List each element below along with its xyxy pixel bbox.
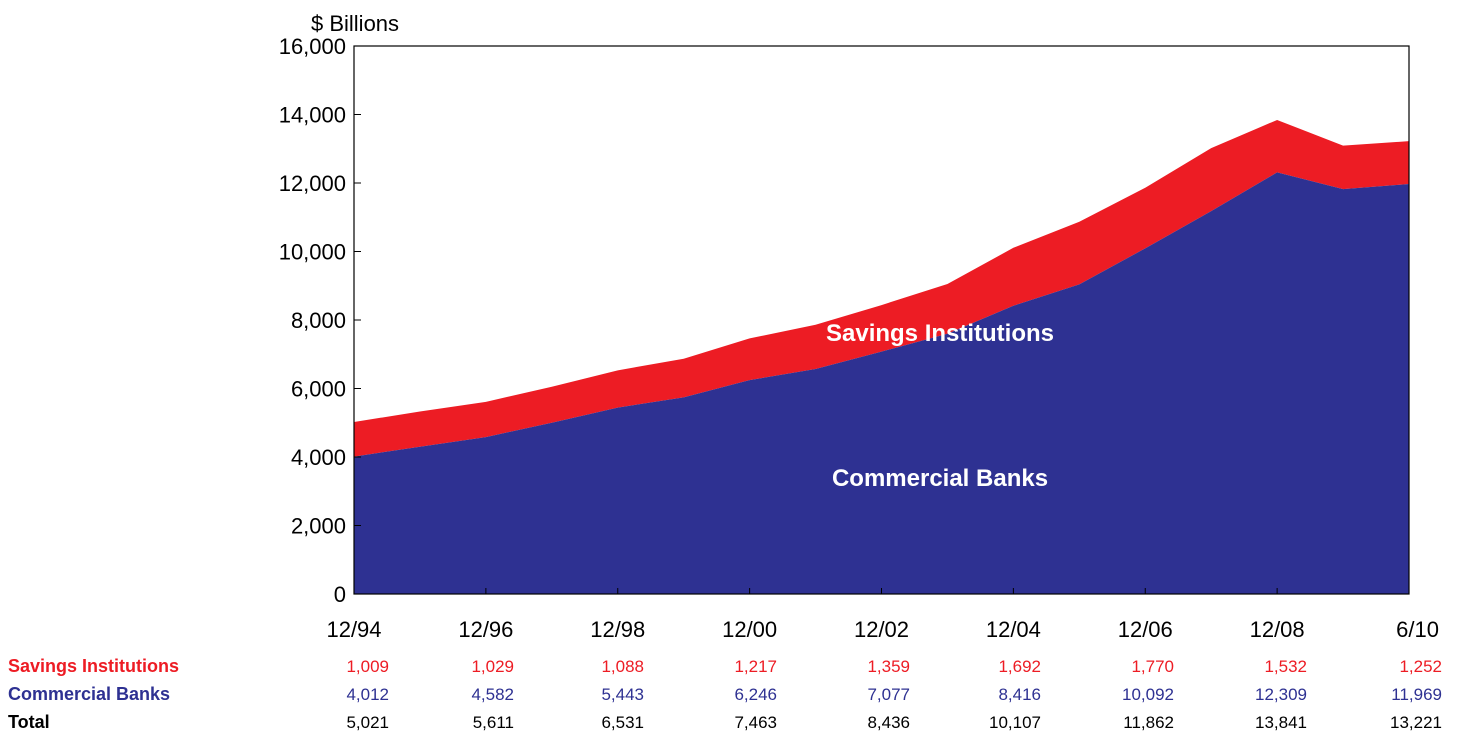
y-tick-label: 12,000 <box>279 171 346 196</box>
table-cell: 11,969 <box>1391 685 1442 704</box>
table-row-label: Commercial Banks <box>8 684 170 704</box>
table-cell: 1,029 <box>471 657 514 676</box>
y-tick-label: 6,000 <box>291 377 346 402</box>
table-cell: 1,217 <box>734 657 777 676</box>
y-tick-label: 14,000 <box>279 103 346 128</box>
table-cell: 8,416 <box>998 685 1041 704</box>
table-cell: 5,611 <box>473 713 514 732</box>
table-cell: 4,582 <box>471 685 514 704</box>
savings-institutions-area <box>354 119 1409 457</box>
table-cell: 13,841 <box>1255 713 1307 732</box>
table-cell: 5,443 <box>601 685 644 704</box>
x-tick-label: 12/06 <box>1118 617 1173 642</box>
x-tick-label: 12/98 <box>590 617 645 642</box>
x-tick-label: 12/94 <box>326 617 381 642</box>
x-tick-label: 12/02 <box>854 617 909 642</box>
table-row-label: Total <box>8 712 50 732</box>
y-tick-label: 4,000 <box>291 445 346 470</box>
y-tick-label: 10,000 <box>279 240 346 265</box>
table-cell: 1,252 <box>1399 657 1442 676</box>
table-cell: 1,532 <box>1264 657 1307 676</box>
table-cell: 13,221 <box>1390 713 1442 732</box>
y-tick-label: 16,000 <box>279 34 346 59</box>
table-cell: 1,770 <box>1131 657 1174 676</box>
table-row-label: Savings Institutions <box>8 656 179 676</box>
table-cell: 4,012 <box>346 685 389 704</box>
table-cell: 10,107 <box>989 713 1041 732</box>
y-tick-label: 2,000 <box>291 514 346 539</box>
table-cell: 1,692 <box>998 657 1041 676</box>
commercial-banks-area <box>354 172 1409 594</box>
x-tick-label: 6/10 <box>1396 617 1439 642</box>
x-tick-label: 12/04 <box>986 617 1041 642</box>
table-cell: 10,092 <box>1122 685 1174 704</box>
table-cell: 11,862 <box>1123 713 1174 732</box>
table-cell: 6,531 <box>601 713 644 732</box>
table-cell: 6,246 <box>734 685 777 704</box>
x-tick-label: 12/96 <box>458 617 513 642</box>
table-cell: 12,309 <box>1255 685 1307 704</box>
x-tick-label: 12/08 <box>1250 617 1305 642</box>
y-tick-label: 8,000 <box>291 308 346 333</box>
x-tick-label: 12/00 <box>722 617 777 642</box>
savings-area-label: Savings Institutions <box>826 320 1054 347</box>
y-axis-unit-label: $ Billions <box>311 11 399 36</box>
table-cell: 7,463 <box>734 713 777 732</box>
table-cell: 7,077 <box>867 685 910 704</box>
table-cell: 5,021 <box>346 713 389 732</box>
y-tick-label: 0 <box>334 582 346 607</box>
table-cell: 1,009 <box>346 657 389 676</box>
table-cell: 8,436 <box>867 713 910 732</box>
commercial-area-label: Commercial Banks <box>832 465 1048 492</box>
table-cell: 1,359 <box>867 657 910 676</box>
table-cell: 1,088 <box>601 657 644 676</box>
